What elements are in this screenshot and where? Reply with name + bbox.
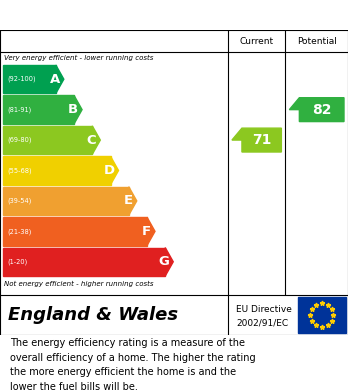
Text: 2002/91/EC: 2002/91/EC bbox=[236, 319, 288, 328]
Bar bbox=[3, 156, 111, 185]
Text: (92-100): (92-100) bbox=[7, 76, 35, 83]
Bar bbox=[298, 297, 346, 333]
Polygon shape bbox=[74, 95, 82, 124]
Bar bbox=[3, 187, 129, 215]
Polygon shape bbox=[165, 248, 173, 276]
Text: E: E bbox=[124, 194, 133, 208]
Text: C: C bbox=[87, 134, 96, 147]
Polygon shape bbox=[92, 126, 100, 154]
Text: 71: 71 bbox=[252, 133, 271, 147]
Text: Very energy efficient - lower running costs: Very energy efficient - lower running co… bbox=[4, 55, 153, 61]
Bar bbox=[3, 217, 147, 246]
Polygon shape bbox=[56, 65, 64, 93]
Text: D: D bbox=[103, 164, 114, 177]
Text: EU Directive: EU Directive bbox=[236, 305, 292, 314]
Text: Current: Current bbox=[239, 36, 274, 45]
Text: Energy Efficiency Rating: Energy Efficiency Rating bbox=[10, 6, 239, 24]
Text: Potential: Potential bbox=[297, 36, 337, 45]
Text: 82: 82 bbox=[312, 103, 331, 117]
Text: (39-54): (39-54) bbox=[7, 198, 31, 204]
Text: (55-68): (55-68) bbox=[7, 167, 32, 174]
Polygon shape bbox=[111, 156, 119, 185]
Polygon shape bbox=[289, 98, 344, 122]
Text: England & Wales: England & Wales bbox=[8, 306, 178, 324]
Text: G: G bbox=[158, 255, 169, 268]
Text: A: A bbox=[49, 73, 60, 86]
Text: Not energy efficient - higher running costs: Not energy efficient - higher running co… bbox=[4, 281, 153, 287]
Polygon shape bbox=[147, 217, 155, 246]
Text: The energy efficiency rating is a measure of the
overall efficiency of a home. T: The energy efficiency rating is a measur… bbox=[10, 338, 256, 391]
Text: (21-38): (21-38) bbox=[7, 228, 31, 235]
Polygon shape bbox=[232, 128, 282, 152]
Text: (69-80): (69-80) bbox=[7, 137, 32, 143]
Bar bbox=[3, 248, 165, 276]
Text: (1-20): (1-20) bbox=[7, 258, 27, 265]
Bar bbox=[3, 95, 74, 124]
Bar bbox=[3, 65, 56, 93]
Text: (81-91): (81-91) bbox=[7, 106, 31, 113]
Polygon shape bbox=[129, 187, 137, 215]
Bar bbox=[3, 126, 92, 154]
Text: F: F bbox=[142, 225, 151, 238]
Text: B: B bbox=[68, 103, 78, 116]
